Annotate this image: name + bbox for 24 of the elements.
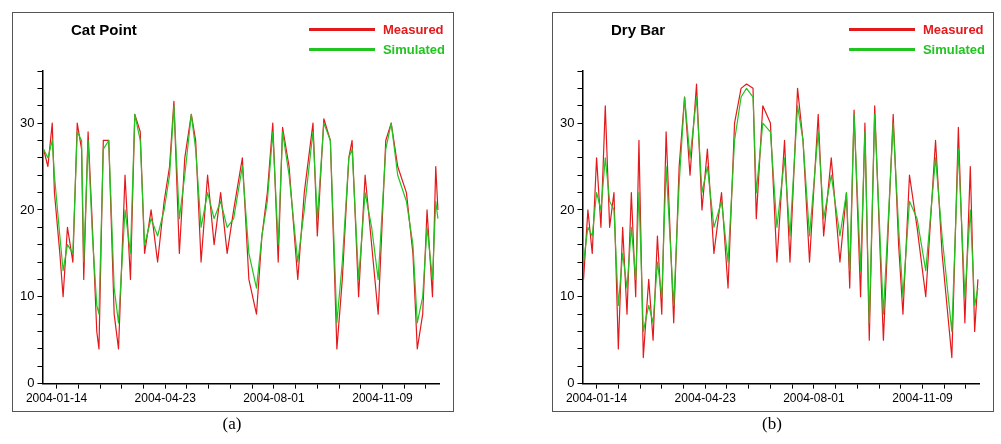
y-tick-label: 0: [27, 375, 35, 391]
y-tick-label: 30: [19, 114, 35, 130]
y-tick-label: 20: [19, 201, 35, 217]
x-tick-label: 2004-08-01: [783, 391, 845, 406]
text: Measured: [382, 21, 444, 37]
x-tick-label: 2004-04-23: [674, 391, 737, 406]
x-tick-label: 2004-11-09: [892, 391, 954, 406]
x-tick-label: 2004-01-14: [565, 391, 628, 406]
x-tick-label: 2004-01-14: [25, 391, 88, 406]
chart-title: Cat Point: [71, 21, 137, 38]
x-tick-label: 2004-08-01: [243, 391, 305, 406]
text: Simulated: [382, 41, 445, 57]
x-tick-label: 2004-04-23: [134, 391, 197, 406]
text: (b): [761, 414, 783, 434]
y-tick-label: 10: [19, 288, 35, 304]
x-tick-label: 2004-11-09: [352, 391, 414, 406]
chart-title: Dry Bar: [611, 21, 666, 38]
text: (a): [221, 414, 243, 434]
y-tick-label: 20: [559, 201, 575, 217]
y-tick-label: 0: [567, 375, 575, 391]
text: Simulated: [922, 41, 985, 57]
y-tick-label: 30: [559, 114, 575, 130]
y-tick-label: 10: [559, 288, 575, 304]
text: Measured: [922, 21, 984, 37]
